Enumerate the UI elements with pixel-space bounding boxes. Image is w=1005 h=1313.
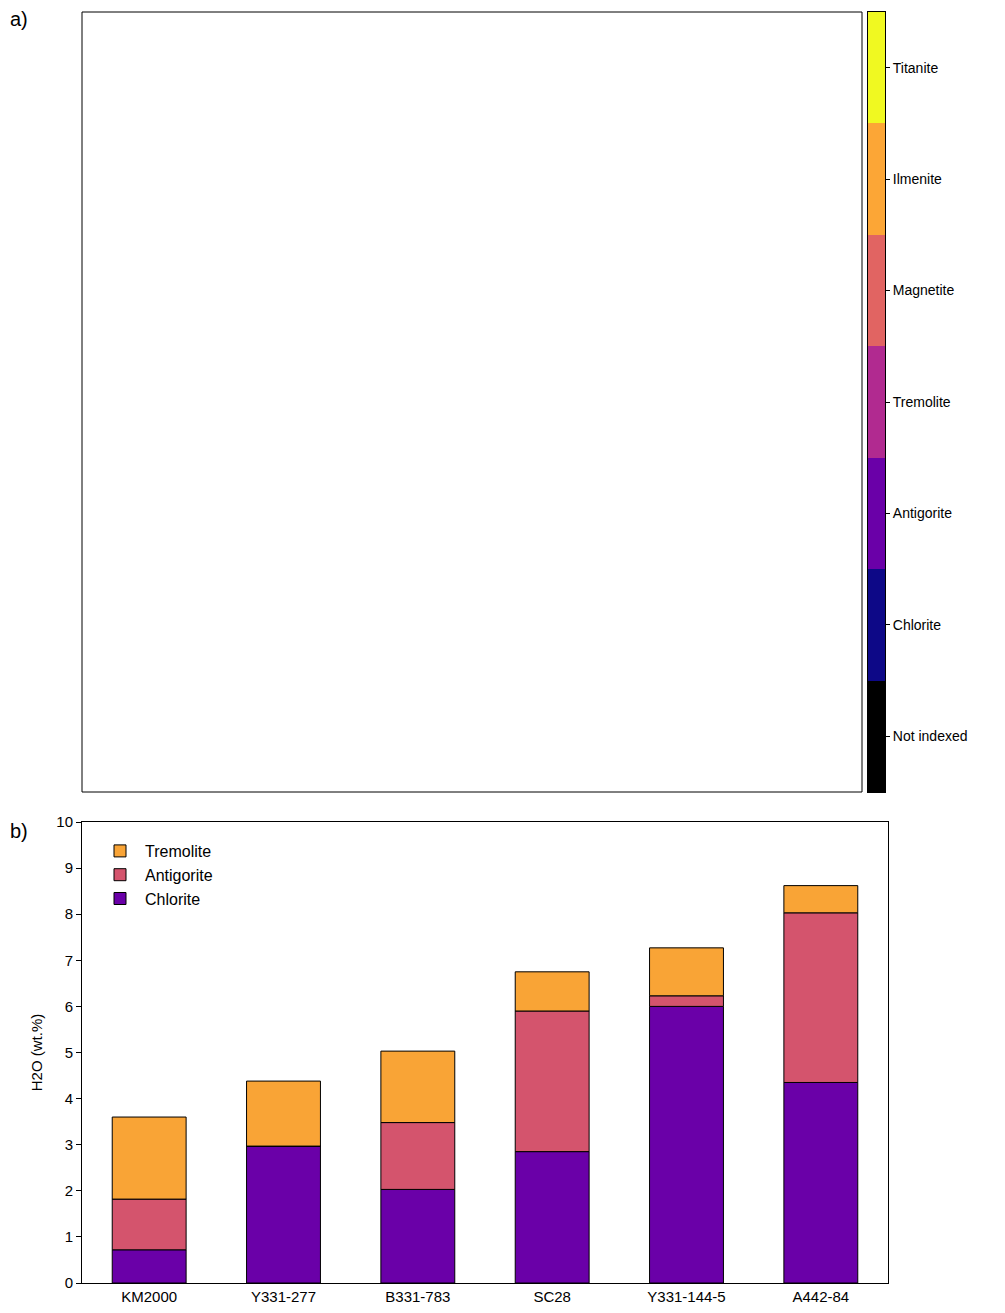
svg-text:Ilmenite: Ilmenite bbox=[893, 171, 942, 187]
svg-text:0: 0 bbox=[65, 1274, 73, 1291]
svg-text:SC28: SC28 bbox=[533, 1288, 571, 1305]
svg-text:10: 10 bbox=[56, 813, 73, 830]
svg-text:9: 9 bbox=[65, 859, 73, 876]
svg-text:5: 5 bbox=[65, 1044, 73, 1061]
svg-text:A442-84: A442-84 bbox=[792, 1288, 849, 1305]
svg-text:Tremolite: Tremolite bbox=[893, 394, 951, 410]
svg-text:b): b) bbox=[10, 820, 28, 842]
svg-text:Magnetite: Magnetite bbox=[893, 282, 955, 298]
svg-text:H2O (wt.%): H2O (wt.%) bbox=[28, 1014, 45, 1092]
svg-text:Chlorite: Chlorite bbox=[145, 891, 200, 908]
svg-text:B331-783: B331-783 bbox=[385, 1288, 450, 1305]
svg-text:8: 8 bbox=[65, 905, 73, 922]
svg-text:2: 2 bbox=[65, 1182, 73, 1199]
svg-text:4: 4 bbox=[65, 1090, 73, 1107]
svg-text:6: 6 bbox=[65, 998, 73, 1015]
svg-text:Y331-277: Y331-277 bbox=[251, 1288, 316, 1305]
svg-text:a): a) bbox=[10, 8, 28, 30]
svg-text:Y331-144-5: Y331-144-5 bbox=[647, 1288, 725, 1305]
svg-text:KM2000: KM2000 bbox=[121, 1288, 177, 1305]
svg-text:1: 1 bbox=[65, 1228, 73, 1245]
svg-text:3: 3 bbox=[65, 1136, 73, 1153]
svg-text:Antigorite: Antigorite bbox=[893, 505, 952, 521]
svg-text:Titanite: Titanite bbox=[893, 60, 939, 76]
svg-text:Chlorite: Chlorite bbox=[893, 617, 941, 633]
svg-text:7: 7 bbox=[65, 952, 73, 969]
svg-text:Antigorite: Antigorite bbox=[145, 867, 213, 884]
svg-text:Not indexed: Not indexed bbox=[893, 728, 968, 744]
svg-text:Tremolite: Tremolite bbox=[145, 843, 211, 860]
